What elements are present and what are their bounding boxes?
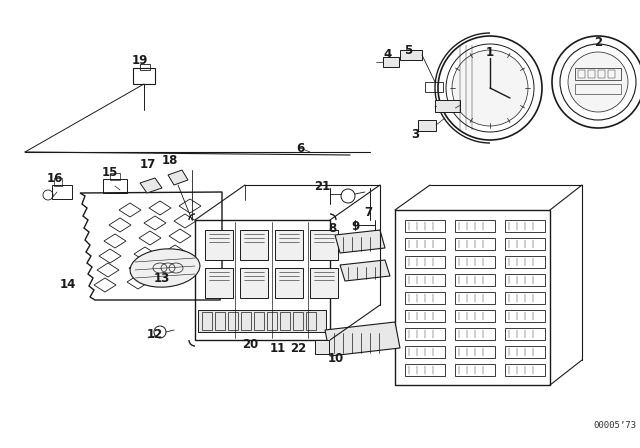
Bar [455,364,495,376]
Bar [293,312,303,330]
Polygon shape [168,170,188,185]
Bar [306,312,316,330]
Bar [405,364,445,376]
Bar [198,310,326,332]
Bar [195,220,330,340]
Bar [405,346,445,358]
Text: 9: 9 [352,220,360,233]
Bar [395,210,550,385]
Bar [205,268,233,298]
Text: 8: 8 [328,221,336,234]
Text: 3: 3 [411,129,419,142]
Bar [608,70,615,78]
Text: 2: 2 [594,35,602,48]
Bar [240,230,268,260]
Bar [241,312,251,330]
Bar [52,185,72,199]
Bar [310,268,338,298]
Bar [215,312,225,330]
Bar [110,173,120,180]
Bar [103,179,127,193]
Bar [54,178,62,186]
Polygon shape [140,178,162,193]
Bar [140,64,150,70]
Bar [405,328,445,340]
Text: 1: 1 [486,46,494,59]
Bar [505,346,545,358]
Bar [405,220,445,232]
Bar [315,340,329,354]
Text: 18: 18 [162,154,178,167]
Bar [505,328,545,340]
Bar [578,70,585,78]
Bar [598,70,605,78]
Bar [254,312,264,330]
Text: 15: 15 [102,165,118,178]
Bar [505,220,545,232]
Text: 11: 11 [270,341,286,354]
Text: 16: 16 [47,172,63,185]
Text: 22: 22 [290,341,306,354]
Bar [455,256,495,268]
Circle shape [568,52,628,112]
Bar [228,312,238,330]
Bar [455,292,495,304]
Bar [455,238,495,250]
Text: 00005’73: 00005’73 [593,421,637,430]
Bar [505,238,545,250]
Text: 6: 6 [296,142,304,155]
Text: 5: 5 [404,43,412,56]
Bar [575,84,621,94]
Bar [588,70,595,78]
Polygon shape [340,260,390,281]
Bar [575,68,621,80]
Bar [425,82,443,92]
Bar [455,310,495,322]
Circle shape [452,50,528,126]
Text: 10: 10 [328,352,344,365]
Text: 17: 17 [140,159,156,172]
Ellipse shape [130,249,200,287]
Bar [133,68,155,84]
Bar [275,230,303,260]
Bar [455,274,495,286]
Bar [505,364,545,376]
Bar [505,256,545,268]
Text: 21: 21 [314,180,330,193]
Bar [205,230,233,260]
Text: 20: 20 [242,339,258,352]
Text: 7: 7 [364,207,372,220]
Bar [405,238,445,250]
Bar [405,292,445,304]
Bar [455,220,495,232]
Bar [310,230,338,260]
Bar [505,310,545,322]
Bar [383,57,399,67]
Bar [240,268,268,298]
Bar [505,274,545,286]
Bar [400,50,422,60]
Text: 19: 19 [132,53,148,66]
Bar [202,312,212,330]
Bar [267,312,277,330]
Polygon shape [335,230,385,253]
Text: 4: 4 [384,48,392,61]
Bar [418,120,436,131]
Bar [435,100,460,112]
Bar [505,292,545,304]
Bar [405,274,445,286]
Bar [455,346,495,358]
Text: 14: 14 [60,279,76,292]
Polygon shape [325,322,400,356]
Bar [405,256,445,268]
Bar [405,310,445,322]
Bar [275,268,303,298]
Bar [280,312,290,330]
Bar [455,328,495,340]
Text: 13: 13 [154,271,170,284]
Text: 12: 12 [147,328,163,341]
